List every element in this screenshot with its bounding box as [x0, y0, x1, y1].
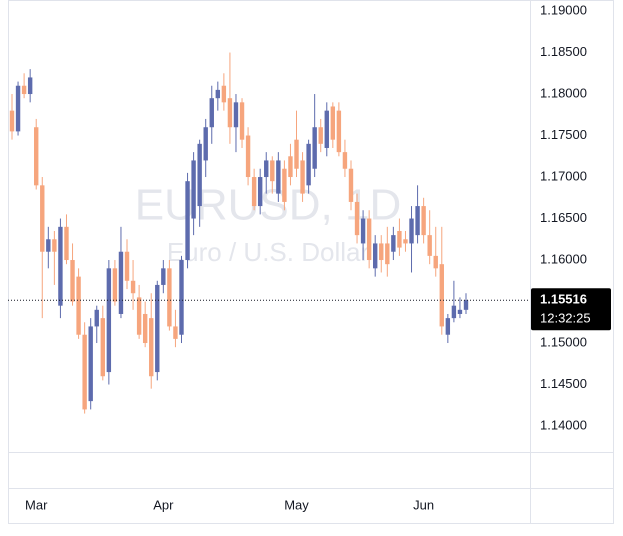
- candle-body: [397, 230, 402, 248]
- candle-body: [373, 243, 378, 269]
- y-tick-label: 1.14000: [540, 417, 587, 432]
- candle-body: [70, 260, 75, 302]
- candle-body: [433, 255, 438, 269]
- candle-body: [439, 264, 444, 327]
- y-tick-label: 1.18500: [540, 44, 587, 59]
- candle-body: [233, 102, 239, 128]
- x-tick-label: Apr: [153, 497, 174, 512]
- candle-body: [142, 313, 148, 344]
- candle-body: [288, 156, 293, 178]
- candle-body: [342, 152, 348, 169]
- candle-body: [354, 201, 360, 236]
- candle-body: [409, 218, 414, 244]
- candle-body: [403, 239, 408, 244]
- candle-body: [391, 235, 396, 252]
- candle-body: [27, 77, 33, 95]
- candle-body: [463, 300, 469, 310]
- y-tick-label: 1.15000: [540, 334, 587, 349]
- candle-body: [191, 160, 196, 219]
- candle-body: [300, 160, 305, 194]
- candle-body: [415, 206, 420, 236]
- candle-body: [118, 251, 124, 314]
- candle-body: [94, 309, 99, 327]
- candle-body: [197, 143, 202, 207]
- candle-body: [282, 168, 287, 202]
- y-tick-label: 1.17500: [540, 127, 587, 142]
- candle-body: [451, 305, 457, 319]
- candle-body: [106, 268, 112, 373]
- candle-body: [336, 110, 342, 153]
- candle-body: [15, 85, 21, 132]
- candle-body: [427, 235, 432, 256]
- last-price-box: [531, 288, 611, 331]
- candle-body: [203, 127, 208, 161]
- candle-body: [221, 85, 227, 103]
- candle-body: [52, 239, 57, 252]
- last-price-label: 1.15516: [540, 292, 587, 307]
- candle-body: [82, 334, 87, 410]
- candle-body: [264, 160, 269, 178]
- candle-body: [173, 326, 178, 339]
- candle-body: [76, 276, 81, 335]
- candle-body: [100, 318, 105, 377]
- candle-body: [58, 226, 63, 306]
- candle-body: [227, 98, 233, 128]
- candle-body: [136, 297, 142, 335]
- candle-body: [167, 268, 172, 327]
- candle-body: [9, 110, 15, 132]
- candle-body: [457, 309, 463, 314]
- y-tick-label: 1.18000: [540, 85, 587, 100]
- y-tick-label: 1.17000: [540, 168, 587, 183]
- candle-body: [379, 243, 384, 261]
- candle-body: [130, 280, 136, 294]
- candle-body: [251, 177, 257, 207]
- candle-body: [245, 135, 251, 178]
- x-tick-label: Mar: [25, 497, 48, 512]
- candle-body: [348, 168, 354, 202]
- candle-body: [270, 160, 275, 182]
- candle-body: [112, 268, 118, 302]
- candle-body: [360, 218, 366, 244]
- y-tick-label: 1.16000: [540, 251, 587, 266]
- candle-body: [294, 139, 299, 169]
- candle-body: [209, 98, 214, 128]
- candle-body: [324, 110, 329, 148]
- candle-body: [318, 127, 323, 144]
- candle-body: [161, 268, 166, 285]
- candle-body: [149, 318, 154, 377]
- countdown-label: 12:32:25: [540, 311, 591, 326]
- candle-body: [21, 85, 27, 95]
- candle-body: [40, 185, 45, 252]
- candle-body: [385, 243, 390, 265]
- candle-body: [445, 318, 451, 335]
- candle-body: [46, 239, 51, 252]
- candle-body: [124, 251, 130, 281]
- candle-body: [88, 326, 93, 402]
- x-tick-label: May: [284, 497, 309, 512]
- candle-body: [155, 284, 160, 373]
- candle-body: [276, 160, 281, 194]
- y-tick-label: 1.16500: [540, 210, 587, 225]
- candle-body: [366, 218, 372, 261]
- candle-body: [312, 127, 317, 169]
- candle-body: [34, 127, 39, 186]
- candle-body: [179, 260, 184, 335]
- candle-body: [64, 226, 69, 261]
- candle-body: [185, 181, 190, 261]
- candle-body: [257, 177, 263, 207]
- y-tick-label: 1.14500: [540, 376, 587, 391]
- candle-body: [421, 206, 426, 236]
- candle-body: [239, 102, 245, 140]
- watermark-subtitle: Euro / U.S. Dollar: [167, 237, 370, 267]
- x-tick-label: Jun: [413, 497, 434, 512]
- candle-body: [306, 143, 311, 186]
- y-tick-label: 1.19000: [540, 2, 587, 17]
- candle-body: [330, 106, 336, 140]
- candle-body: [215, 89, 221, 99]
